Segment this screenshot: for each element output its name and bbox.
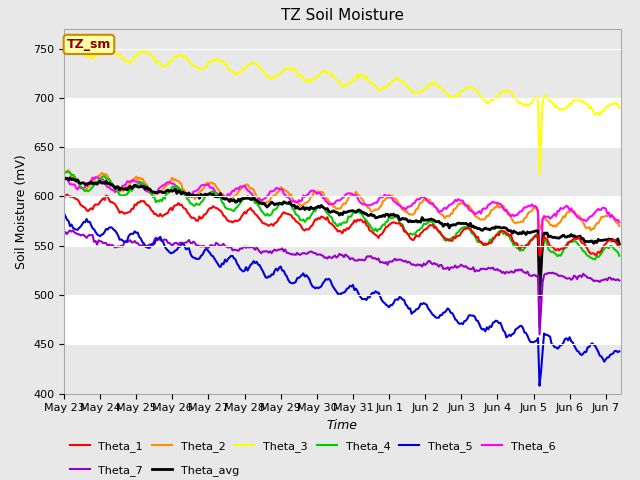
Bar (64, 196, 621, 246)
Y-axis label: Soil Moisture (mV): Soil Moisture (mV) (15, 154, 28, 269)
Bar (64, 295, 621, 344)
X-axis label: Time: Time (327, 419, 358, 432)
Title: TZ Soil Moisture: TZ Soil Moisture (281, 9, 404, 24)
Text: TZ_sm: TZ_sm (67, 38, 111, 51)
Bar (64, 98, 621, 147)
Legend: Theta_7, Theta_avg: Theta_7, Theta_avg (70, 465, 239, 476)
